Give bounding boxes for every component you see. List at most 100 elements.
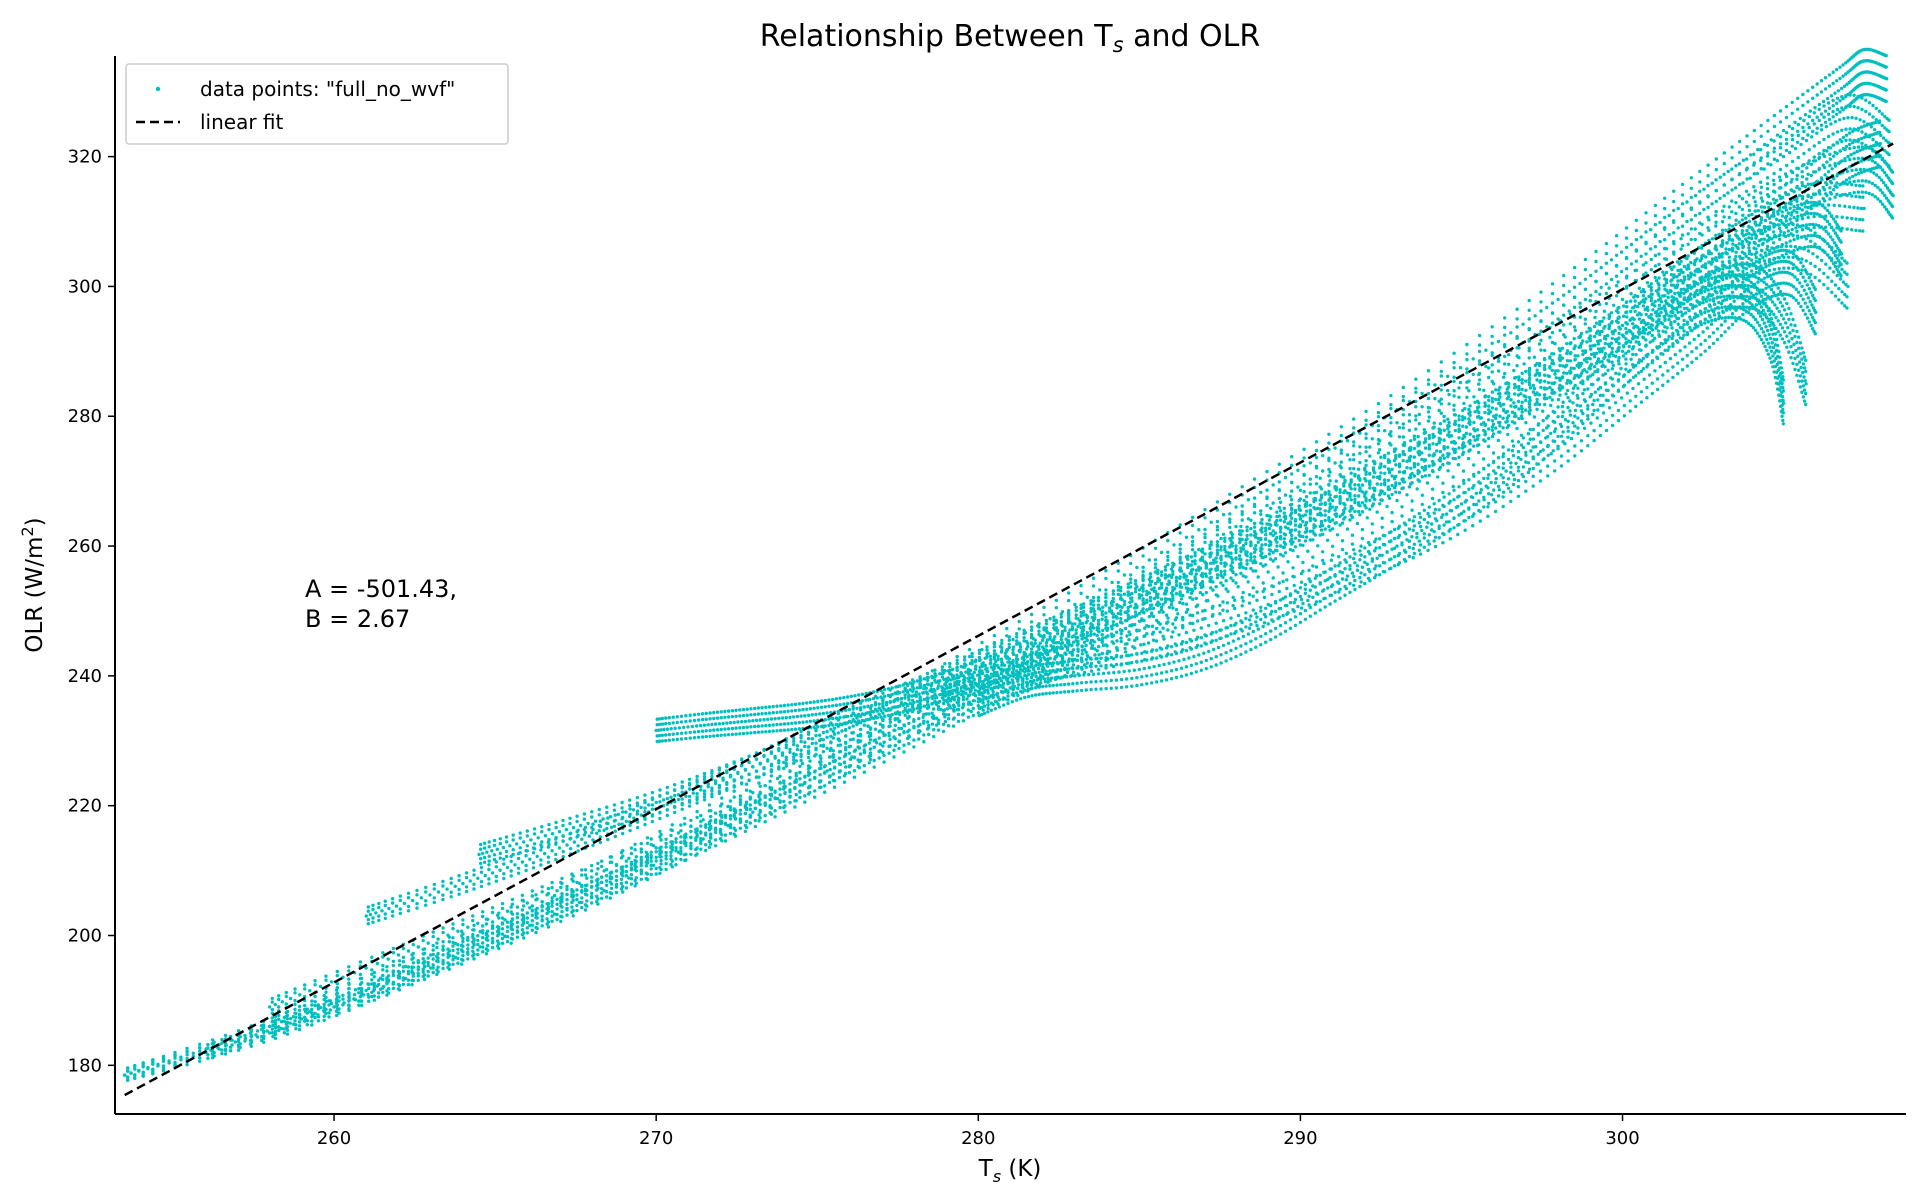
data-point xyxy=(1612,303,1616,307)
data-point xyxy=(1079,584,1083,588)
data-point xyxy=(1441,490,1445,495)
data-point xyxy=(1664,257,1669,261)
data-point xyxy=(515,915,520,920)
data-point xyxy=(305,1022,309,1027)
data-point xyxy=(1720,220,1725,224)
data-point xyxy=(530,919,534,923)
data-point xyxy=(1624,255,1629,260)
data-point xyxy=(308,989,312,993)
data-point xyxy=(1883,114,1887,119)
data-point xyxy=(1240,529,1244,533)
data-point xyxy=(481,941,485,945)
data-point xyxy=(1575,403,1579,407)
data-point xyxy=(185,1046,189,1051)
data-point xyxy=(1782,297,1787,301)
data-point xyxy=(1793,146,1798,151)
data-point xyxy=(1273,635,1278,639)
data-point xyxy=(580,889,584,893)
data-point xyxy=(1549,403,1553,408)
data-point xyxy=(1426,410,1431,414)
data-point xyxy=(347,995,351,999)
data-point xyxy=(490,931,495,935)
data-point xyxy=(575,880,579,885)
data-point xyxy=(223,1048,228,1053)
data-point xyxy=(324,974,328,978)
data-point xyxy=(1323,527,1327,531)
data-point xyxy=(1048,617,1052,621)
data-point xyxy=(570,900,574,905)
data-point xyxy=(590,901,594,905)
data-point xyxy=(818,754,822,758)
data-point xyxy=(1196,603,1200,607)
data-point xyxy=(1752,128,1757,133)
data-point xyxy=(1019,689,1023,694)
data-point xyxy=(1781,418,1785,423)
data-point xyxy=(185,1063,189,1067)
data-point xyxy=(788,769,792,774)
data-point xyxy=(1817,152,1821,156)
data-point xyxy=(728,805,733,809)
data-point xyxy=(1209,656,1213,661)
data-point xyxy=(370,994,374,999)
data-point xyxy=(1594,309,1598,314)
data-point xyxy=(1856,156,1861,160)
data-point xyxy=(1363,573,1367,577)
data-point xyxy=(1740,239,1745,244)
data-point xyxy=(1511,473,1516,477)
data-point xyxy=(1353,500,1357,505)
data-point xyxy=(1666,295,1670,300)
data-point xyxy=(1543,348,1547,353)
data-point xyxy=(1392,564,1397,568)
data-point xyxy=(466,938,470,942)
data-point xyxy=(1614,234,1619,238)
data-point xyxy=(1151,638,1156,642)
data-point xyxy=(1795,329,1799,334)
data-point xyxy=(1815,82,1819,86)
data-point xyxy=(634,876,638,880)
data-point xyxy=(1159,550,1164,555)
data-point xyxy=(1686,242,1690,246)
data-point xyxy=(600,891,604,895)
data-point xyxy=(426,974,430,978)
data-point xyxy=(1166,550,1170,554)
data-point xyxy=(1812,144,1817,148)
data-point xyxy=(1178,543,1182,547)
data-point xyxy=(1241,574,1245,578)
data-point xyxy=(528,906,532,910)
data-point xyxy=(1764,271,1769,276)
data-point xyxy=(1830,279,1834,283)
data-point xyxy=(1806,100,1810,104)
data-point xyxy=(495,929,500,934)
data-point xyxy=(758,808,762,813)
data-point xyxy=(500,921,505,925)
data-point xyxy=(1766,341,1771,345)
data-point xyxy=(228,1049,233,1053)
data-point xyxy=(813,775,817,780)
data-point xyxy=(614,878,619,883)
data-point xyxy=(243,1033,247,1038)
data-point xyxy=(743,803,748,808)
data-point xyxy=(713,830,718,835)
data-point xyxy=(1291,566,1295,570)
data-point xyxy=(1283,551,1288,555)
data-point xyxy=(282,1031,287,1035)
data-point xyxy=(1759,185,1764,189)
data-point xyxy=(1755,331,1760,335)
data-point xyxy=(1795,340,1799,345)
data-point xyxy=(583,908,588,912)
data-point xyxy=(1793,334,1797,339)
data-point xyxy=(1166,616,1170,620)
data-point xyxy=(1532,415,1537,419)
data-point xyxy=(1744,189,1749,193)
data-point xyxy=(1037,685,1041,689)
data-point xyxy=(1879,178,1884,182)
data-point xyxy=(1041,684,1045,689)
data-point xyxy=(768,785,772,790)
data-point xyxy=(1383,492,1387,496)
data-point xyxy=(1252,477,1257,481)
data-point xyxy=(358,982,363,986)
data-point xyxy=(634,865,638,869)
data-point xyxy=(313,979,317,983)
data-point xyxy=(1791,266,1795,271)
data-point xyxy=(1801,384,1806,388)
